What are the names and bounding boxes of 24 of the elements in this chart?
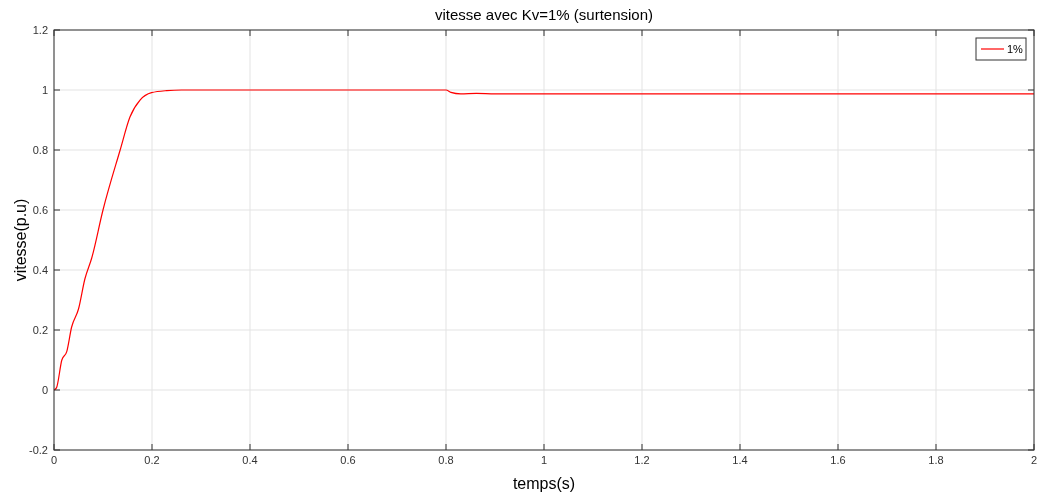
y-tick-label: 1 — [41, 83, 48, 96]
y-tick-label: 0.4 — [32, 263, 48, 276]
x-tick-label: 1 — [540, 454, 548, 466]
x-tick-label: 2 — [1030, 454, 1038, 466]
legend-label: 1% — [1007, 42, 1024, 55]
y-axis-title: vitesse(p.u) — [12, 198, 29, 282]
y-tick-label: 0.8 — [32, 143, 48, 156]
y-tick-label: -0.2 — [29, 443, 48, 456]
y-tick-label: 0.6 — [32, 203, 48, 216]
x-tick-label: 0.2 — [144, 454, 160, 466]
x-tick-label: 0.6 — [340, 454, 356, 466]
x-tick-label: 1.8 — [928, 454, 944, 466]
line-series — [53, 89, 1035, 391]
x-tick-label: 0.8 — [438, 454, 454, 466]
chart-title: vitesse avec Kv=1% (surtension) — [434, 6, 654, 23]
y-tick-label: 1.2 — [32, 23, 48, 36]
x-tick-label: 1.2 — [634, 454, 650, 466]
x-tick-label: 0.4 — [242, 454, 258, 466]
x-tick-label: 1.6 — [830, 454, 846, 466]
x-tick-label: 0 — [50, 454, 58, 466]
x-tick-label: 1.4 — [732, 454, 748, 466]
y-tick-label: 0 — [41, 383, 48, 396]
x-axis-title: temps(s) — [512, 475, 576, 492]
y-tick-label: 0.2 — [32, 323, 48, 336]
